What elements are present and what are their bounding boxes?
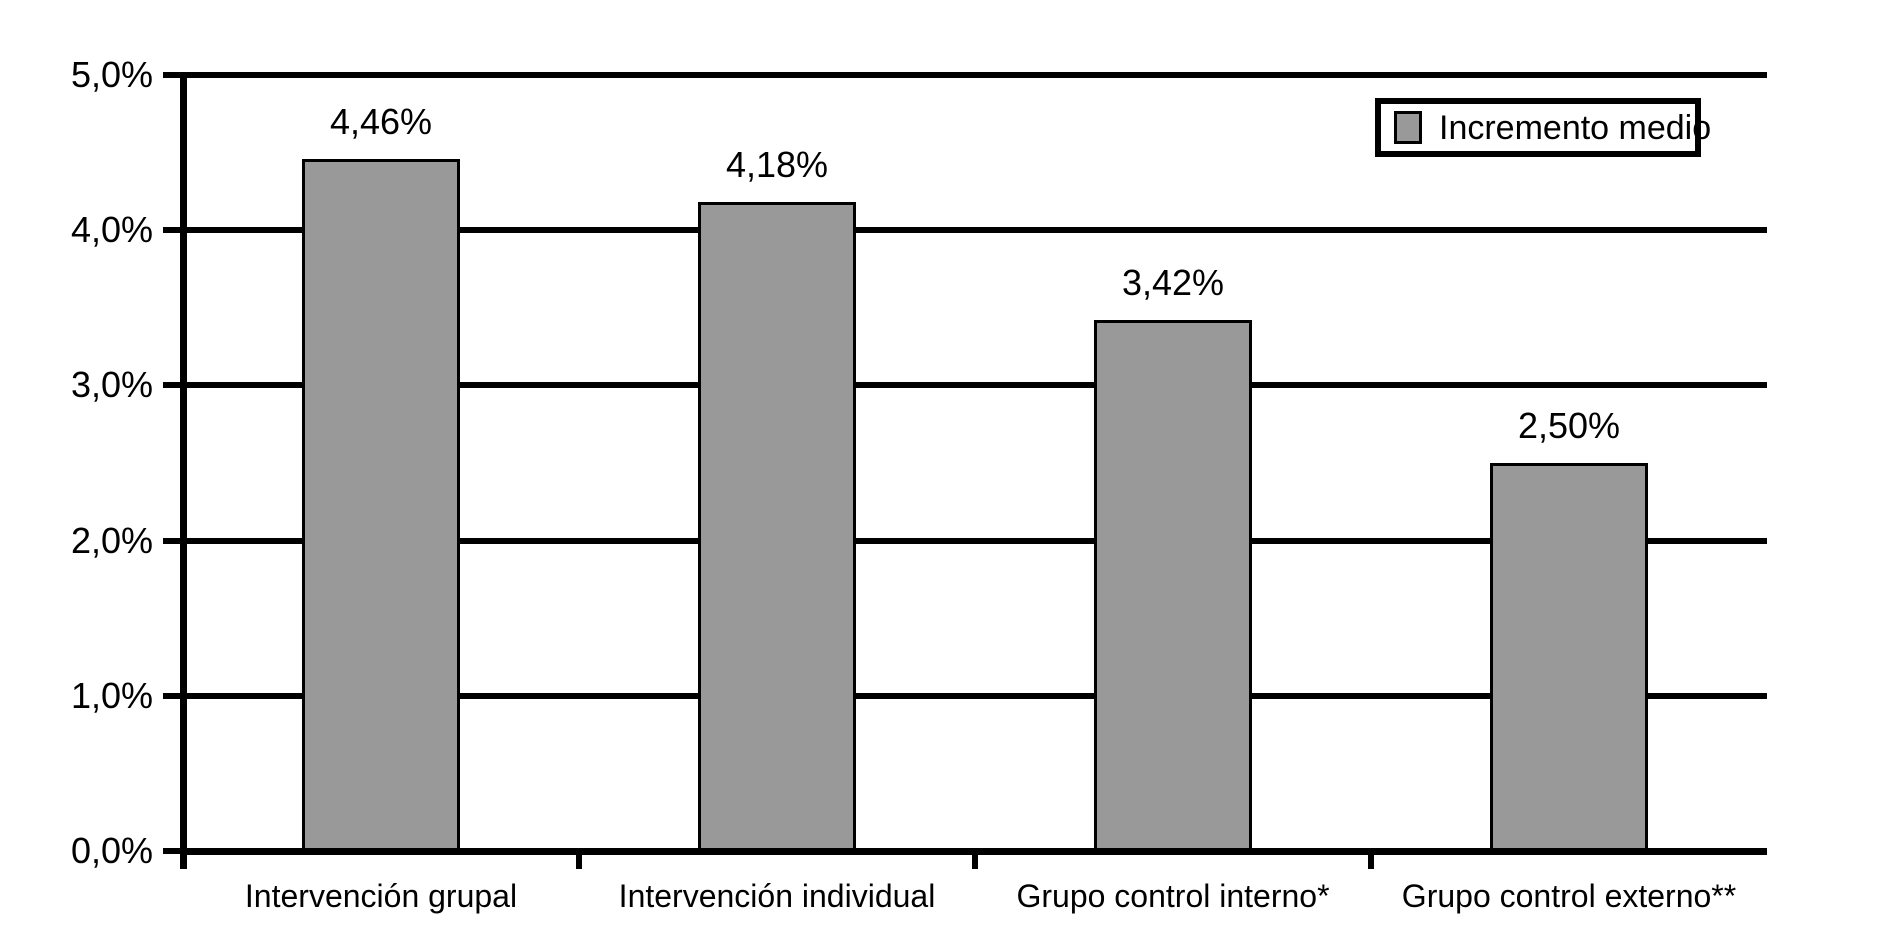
bar-value-label: 4,18% (725, 144, 829, 185)
gridline (183, 538, 1767, 544)
y-tick (163, 538, 183, 544)
y-tick (163, 72, 183, 78)
gridline (183, 382, 1767, 388)
bar-value-label: 3,42% (1121, 262, 1225, 303)
category-label: Grupo control externo** (1401, 878, 1737, 914)
x-tick (1368, 851, 1374, 869)
bar (302, 159, 460, 853)
bar (1490, 463, 1648, 853)
bar (1094, 320, 1252, 853)
bar-value-label: 4,46% (329, 101, 433, 142)
category-label: Intervención individual (618, 878, 936, 914)
y-axis-line (180, 72, 187, 869)
x-tick (972, 851, 978, 869)
y-tick-label: 3,0% (70, 364, 153, 405)
y-tick-label: 1,0% (70, 675, 153, 716)
x-tick (576, 851, 582, 869)
legend: Incremento medio (1375, 98, 1711, 157)
gridline (183, 693, 1767, 699)
y-tick (163, 848, 183, 854)
y-tick-label: 4,0% (70, 209, 153, 250)
gridline (183, 72, 1767, 78)
bar (698, 202, 856, 853)
legend-swatch-icon (1394, 111, 1422, 144)
y-tick-label: 2,0% (70, 520, 153, 561)
y-tick (163, 693, 183, 699)
bar-value-label: 2,50% (1517, 405, 1621, 446)
y-tick-label: 0,0% (70, 830, 153, 871)
y-tick (163, 227, 183, 233)
y-tick (163, 382, 183, 388)
y-tick-label: 5,0% (70, 54, 153, 95)
category-label: Grupo control interno* (1016, 878, 1330, 914)
category-label: Intervención grupal (244, 878, 518, 914)
gridline (183, 227, 1767, 233)
legend-label: Incremento medio (1439, 108, 1712, 147)
